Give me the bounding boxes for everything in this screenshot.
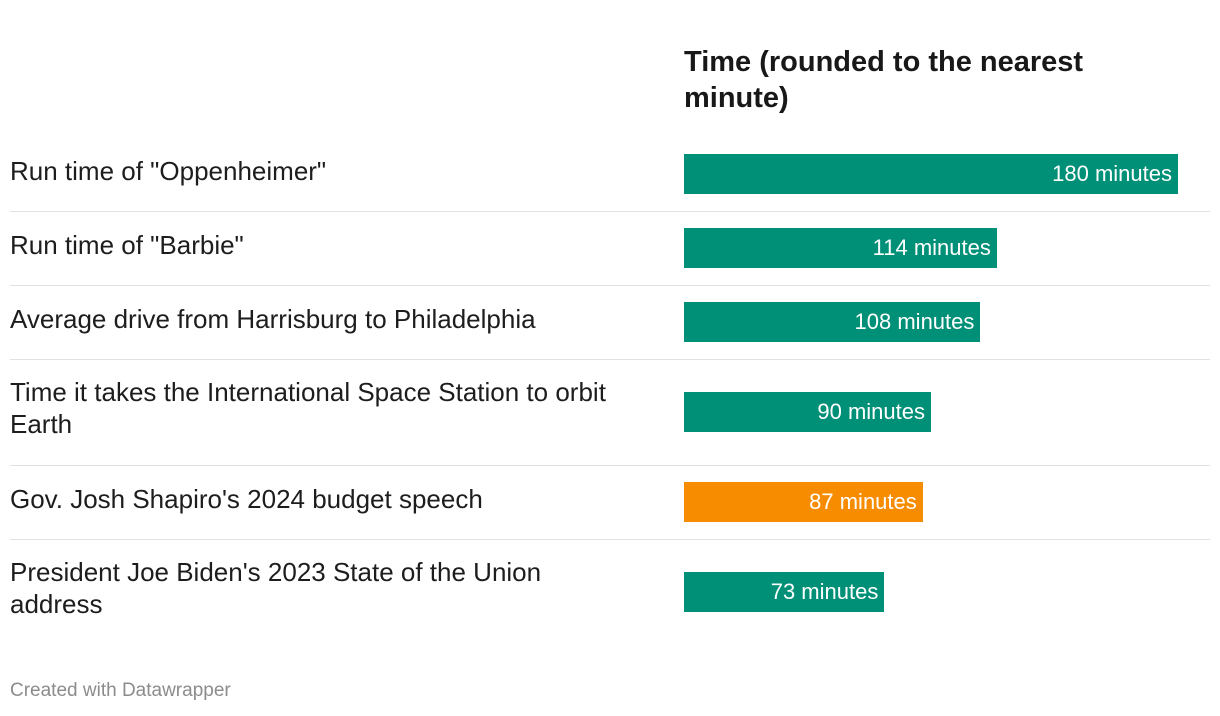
bar-value-label: 73 minutes xyxy=(770,579,879,604)
bar-value-label: 114 minutes xyxy=(872,235,991,260)
category-label: Run time of "Barbie" xyxy=(10,230,244,260)
bar-row: President Joe Biden's 2023 State of the … xyxy=(10,539,1210,645)
bar: 87 minutes xyxy=(684,482,923,522)
category-label: Run time of "Oppenheimer" xyxy=(10,156,327,186)
bar: 90 minutes xyxy=(684,392,931,432)
category-label: Gov. Josh Shapiro's 2024 budget speech xyxy=(10,484,483,514)
bar-row: Average drive from Harrisburg to Philade… xyxy=(10,285,1210,360)
column-header: Time (rounded to the nearest minute) xyxy=(684,46,1084,114)
bar-row: Time it takes the International Space St… xyxy=(10,359,1210,466)
bar-value-label: 108 minutes xyxy=(854,309,975,334)
bar-row: Run time of "Barbie" 114 minutes xyxy=(10,211,1210,286)
datawrapper-credit: Created with Datawrapper xyxy=(10,680,231,701)
bar: 73 minutes xyxy=(684,572,885,612)
bar-row: Gov. Josh Shapiro's 2024 budget speech 87… xyxy=(10,465,1210,540)
bar-value-label: 87 minutes xyxy=(809,489,917,514)
category-label: President Joe Biden's 2023 State of the … xyxy=(10,557,542,619)
category-label: Time it takes the International Space St… xyxy=(10,377,606,439)
bar-value-label: 90 minutes xyxy=(817,399,925,424)
bar-value-label: 180 minutes xyxy=(1052,161,1172,186)
bar-row: Run time of "Oppenheimer" 180 minutes xyxy=(10,137,1210,212)
bar: 114 minutes xyxy=(684,228,997,268)
bar: 108 minutes xyxy=(684,302,981,342)
bar: 180 minutes xyxy=(684,154,1178,194)
category-label: Average drive from Harrisburg to Philade… xyxy=(10,304,536,334)
